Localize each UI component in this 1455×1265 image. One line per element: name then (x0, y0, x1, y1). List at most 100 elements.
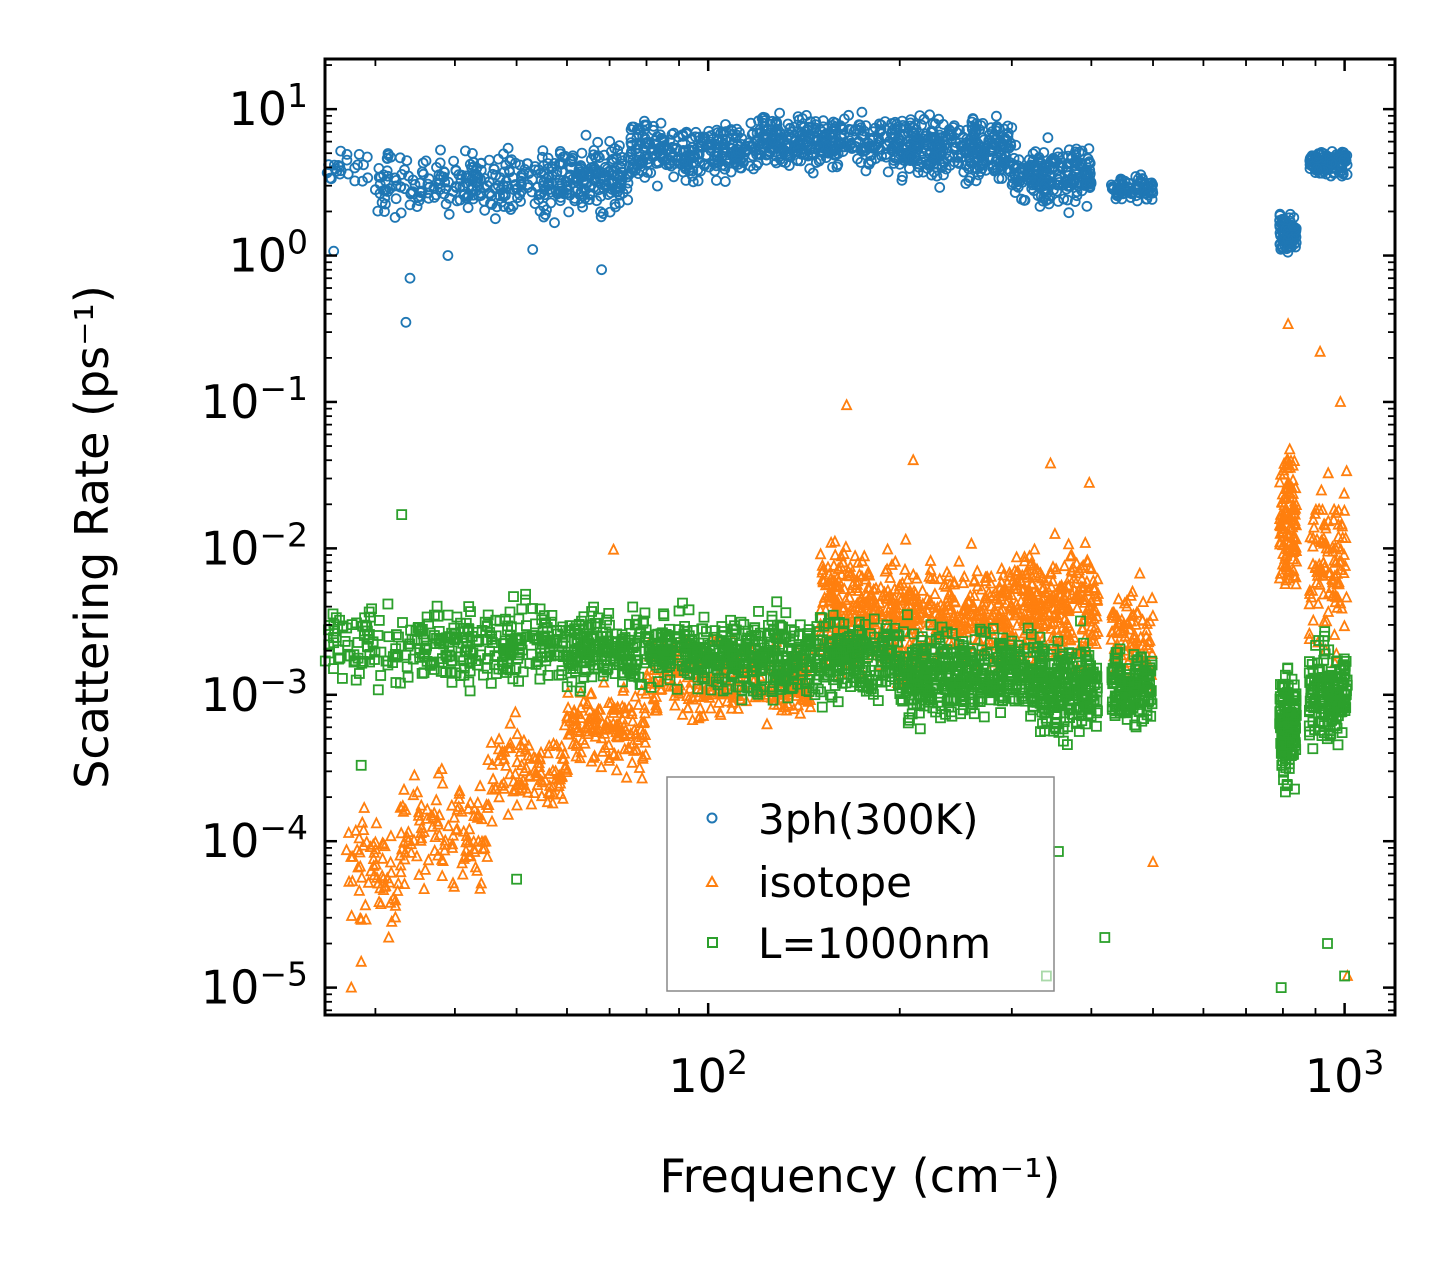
data-point-isotope (543, 766, 556, 779)
data-point-isotope (509, 705, 522, 718)
data-point-l1000nm (624, 648, 635, 659)
data-point-isotope (647, 691, 660, 704)
data-point-isotope (561, 711, 574, 724)
data-point-isotope (1070, 556, 1083, 569)
data-point-isotope (453, 791, 466, 804)
data-point-isotope (1329, 595, 1342, 608)
data-point-isotope (1276, 487, 1289, 500)
data-point-isotope (953, 554, 965, 567)
data-point-isotope (906, 621, 919, 634)
data-point-isotope (1143, 614, 1156, 627)
data-point-isotope (1280, 558, 1293, 571)
data-point-isotope (349, 823, 362, 836)
data-point-isotope (450, 823, 463, 836)
data-point-isotope (1340, 464, 1353, 477)
data-point-isotope (398, 877, 411, 889)
data-point-isotope (542, 786, 555, 798)
data-point-isotope (1328, 553, 1341, 566)
data-point-isotope (632, 697, 645, 710)
data-point-isotope (1305, 590, 1318, 603)
data-point-isotope (590, 721, 603, 734)
data-point-isotope (516, 781, 529, 794)
data-point-isotope (525, 797, 538, 810)
data-point-isotope (631, 733, 644, 745)
data-point-l1000nm (588, 601, 599, 613)
data-point-isotope (889, 554, 902, 567)
data-point-l1000nm (571, 638, 583, 650)
data-point-isotope (504, 716, 517, 729)
data-point-isotope (562, 727, 575, 740)
data-point-isotope (943, 569, 956, 582)
data-point-isotope (1147, 855, 1159, 867)
data-point-isotope (357, 823, 370, 835)
data-point-l1000nm (566, 676, 578, 688)
data-point-isotope (498, 781, 511, 794)
data-point-l1000nm (369, 646, 381, 658)
data-point-isotope (798, 693, 811, 706)
data-point-isotope (1322, 604, 1335, 617)
data-point-l1000nm (827, 609, 839, 621)
data-point-isotope (1045, 617, 1058, 630)
data-point-isotope (967, 608, 980, 621)
data-point-isotope (355, 912, 368, 925)
data-point-l1000nm (573, 618, 585, 630)
data-point-isotope (1123, 622, 1136, 635)
data-point-isotope (550, 738, 563, 751)
data-point-isotope (355, 954, 368, 967)
data-point-isotope (1283, 442, 1296, 455)
data-point-isotope (1307, 531, 1320, 544)
data-point-isotope (1046, 600, 1059, 613)
data-point-isotope (1146, 591, 1159, 604)
data-point-l1000nm (358, 630, 370, 641)
data-point-l1000nm (352, 637, 364, 648)
data-point-isotope (913, 606, 926, 618)
data-point-isotope (1133, 566, 1146, 579)
data-point-isotope (421, 811, 433, 824)
data-point-isotope (511, 727, 524, 740)
data-point-l1000nm (716, 621, 728, 632)
data-point-l1000nm (681, 642, 692, 654)
data-point-isotope (1063, 604, 1075, 616)
data-point-isotope (562, 685, 574, 698)
data-point-isotope (481, 849, 494, 862)
data-point-isotope (1327, 512, 1340, 525)
data-point-isotope (1010, 597, 1023, 610)
data-point-isotope (676, 707, 689, 720)
data-point-isotope (1057, 590, 1070, 602)
data-point-isotope (1041, 605, 1054, 618)
data-point-isotope (650, 698, 662, 711)
data-point-isotope (476, 842, 489, 855)
data-point-isotope (921, 603, 934, 616)
data-point-isotope (439, 833, 452, 846)
data-point-isotope (619, 723, 632, 736)
data-point-isotope (639, 735, 652, 748)
data-point-l1000nm (545, 650, 557, 662)
data-point-isotope (422, 853, 435, 866)
data-point-l1000nm (640, 624, 652, 636)
data-point-isotope (996, 602, 1009, 615)
data-point-isotope (1079, 535, 1092, 548)
data-point-isotope (1027, 558, 1040, 571)
data-point-l1000nm (673, 649, 684, 660)
data-point-l1000nm (329, 625, 341, 637)
data-point-l1000nm (445, 655, 457, 667)
data-point-isotope (555, 739, 568, 752)
data-point-isotope (616, 699, 629, 712)
data-point-isotope (471, 863, 484, 876)
data-point-isotope (1106, 608, 1119, 621)
data-point-l1000nm (542, 670, 554, 681)
data-point-isotope (1122, 655, 1135, 668)
data-point-l1000nm (428, 664, 440, 675)
data-point-isotope (1089, 627, 1102, 639)
data-point-isotope (356, 815, 369, 828)
data-point-isotope (1044, 565, 1057, 578)
data-point-isotope (1006, 573, 1019, 586)
data-point-isotope (1024, 589, 1037, 601)
data-point-l1000nm (673, 654, 685, 666)
data-point-isotope (511, 755, 524, 768)
data-point-isotope (576, 732, 589, 745)
data-point-isotope (1020, 566, 1033, 579)
data-point-isotope (370, 857, 383, 870)
data-point-isotope (355, 870, 368, 883)
data-point-isotope (376, 851, 389, 864)
